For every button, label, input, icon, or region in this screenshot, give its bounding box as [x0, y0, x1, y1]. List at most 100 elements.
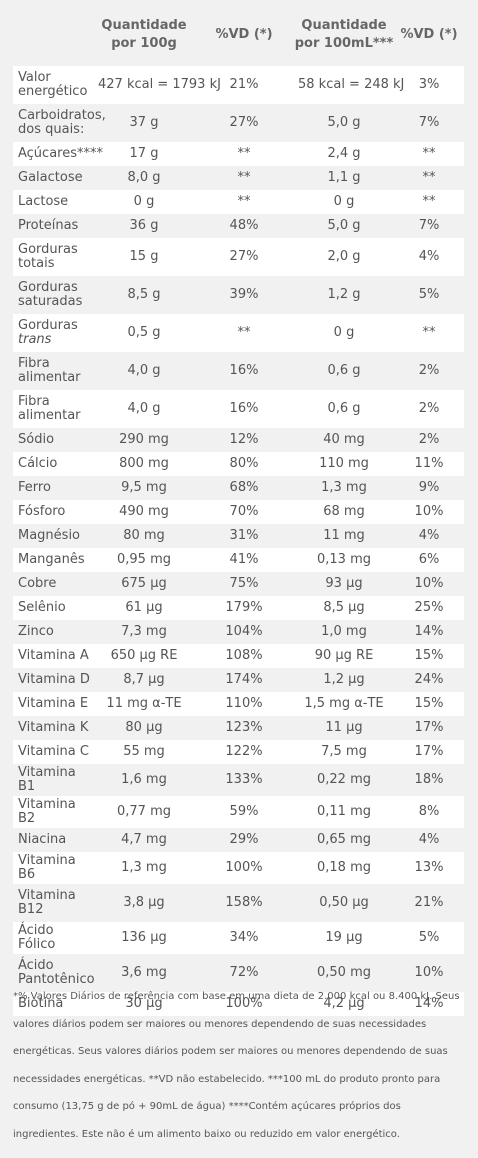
- qty-100ml-cell: 1,5 mg α-TE: [294, 692, 394, 716]
- qty-100g-cell: 30 µg: [94, 992, 194, 1016]
- vd-100g-cell: 70%: [194, 500, 294, 524]
- vd-100g-cell: 39%: [194, 276, 294, 314]
- table-row: Gorduras trans 0,5 g ** 0 g **: [13, 314, 464, 352]
- qty-100g-cell: 3,8 µg: [94, 884, 194, 922]
- table-row: Proteínas 36 g 48% 5,0 g 7%: [13, 214, 464, 238]
- vd-100ml-cell: 17%: [394, 716, 464, 740]
- vd-100g-cell: 174%: [194, 668, 294, 692]
- vd-100g-cell: **: [194, 166, 294, 190]
- table-row: Vitamina K 80 µg 123% 11 µg 17%: [13, 716, 464, 740]
- qty-100g-cell: 800 mg: [94, 452, 194, 476]
- table-header-row: Quantidade por 100g %VD (*) Quantidade p…: [13, 4, 464, 66]
- qty-100ml-cell: 1,1 g: [294, 166, 394, 190]
- vd-100ml-cell: 17%: [394, 740, 464, 764]
- vd-100ml-cell: 3%: [394, 66, 464, 104]
- vd-100ml-cell: 4%: [394, 238, 464, 276]
- vd-100ml-cell: 13%: [394, 852, 464, 884]
- table-row: Vitamina D 8,7 µg 174% 1,2 µg 24%: [13, 668, 464, 692]
- nutrient-name-cell: Vitamina C: [13, 740, 94, 764]
- vd-100ml-cell: 7%: [394, 104, 464, 142]
- table-row: Niacina 4,7 mg 29% 0,65 mg 4%: [13, 828, 464, 852]
- table-row: Manganês 0,95 mg 41% 0,13 mg 6%: [13, 548, 464, 572]
- qty-100ml-cell: 0,13 mg: [294, 548, 394, 572]
- nutrient-name: Sódio: [18, 432, 55, 447]
- table-row: Ácido Fólico 136 µg 34% 19 µg 5%: [13, 922, 464, 954]
- nutrient-name: Vitamina E: [18, 696, 89, 711]
- table-row: Fibra alimentar 4,0 g 16% 0,6 g 2%: [13, 352, 464, 390]
- table-row: Galactose 8,0 g ** 1,1 g **: [13, 166, 464, 190]
- qty-100g-cell: 4,7 mg: [94, 828, 194, 852]
- qty-100ml-cell: 11 mg: [294, 524, 394, 548]
- nutrient-name-cell: Ácido Pantotênico: [13, 954, 95, 992]
- qty-100g-cell: 427 kcal = 1793 kJ: [94, 66, 221, 104]
- nutrient-name-cell: Galactose: [13, 166, 94, 190]
- table-row: Vitamina B12 3,8 µg 158% 0,50 µg 21%: [13, 884, 464, 922]
- qty-100g-cell: 17 g: [94, 142, 194, 166]
- qty-100ml-cell: 5,0 g: [294, 214, 394, 238]
- nutrient-name: Zinco: [18, 624, 54, 639]
- vd-100ml-cell: 4%: [394, 828, 464, 852]
- qty-100ml-cell: 58 kcal = 248 kJ: [294, 66, 404, 104]
- vd-100g-cell: 48%: [194, 214, 294, 238]
- qty-100ml-cell: 5,0 g: [294, 104, 394, 142]
- table-row: Fibra alimentar 4,0 g 16% 0,6 g 2%: [13, 390, 464, 428]
- vd-100g-cell: 16%: [194, 390, 294, 428]
- nutrient-name: Galactose: [18, 170, 83, 185]
- header-vd-100ml: %VD (*): [394, 4, 464, 66]
- qty-100g-cell: 36 g: [94, 214, 194, 238]
- nutrient-name: Gorduras saturadas: [18, 280, 83, 309]
- qty-100g-cell: 4,0 g: [94, 352, 194, 390]
- nutrient-name-cell: Vitamina B1: [13, 764, 94, 796]
- vd-100g-cell: **: [194, 142, 294, 166]
- qty-100ml-cell: 1,2 g: [294, 276, 394, 314]
- nutrient-name-cell: Manganês: [13, 548, 94, 572]
- vd-100g-cell: 68%: [194, 476, 294, 500]
- nutrient-name-cell: Fósforo: [13, 500, 94, 524]
- qty-100g-cell: 9,5 mg: [94, 476, 194, 500]
- vd-100g-cell: 29%: [194, 828, 294, 852]
- nutrient-name-italic: trans: [18, 332, 52, 347]
- vd-100ml-cell: 9%: [394, 476, 464, 500]
- nutrient-name-cell: Cobre: [13, 572, 94, 596]
- nutrient-name-cell: Valor energético: [13, 66, 94, 104]
- vd-100ml-cell: 14%: [394, 620, 464, 644]
- qty-100ml-cell: 0,22 mg: [294, 764, 394, 796]
- nutrient-name: Lactose: [18, 194, 69, 209]
- vd-100g-cell: 100%: [194, 852, 294, 884]
- qty-100g-cell: 37 g: [94, 104, 194, 142]
- nutrient-name: Carboidratos, dos quais:: [18, 108, 106, 137]
- table-row: Açúcares**** 17 g ** 2,4 g **: [13, 142, 464, 166]
- nutrient-name: Niacina: [18, 832, 67, 847]
- nutrient-name: Fibra alimentar: [18, 356, 81, 385]
- qty-100ml-cell: 0,65 mg: [294, 828, 394, 852]
- nutrient-name: Manganês: [18, 552, 85, 567]
- nutrient-name: Proteínas: [18, 218, 79, 233]
- vd-100g-cell: 31%: [194, 524, 294, 548]
- qty-100g-cell: 650 µg RE: [94, 644, 194, 668]
- vd-100ml-cell: 25%: [394, 596, 464, 620]
- nutrient-name: Vitamina B1: [18, 765, 76, 794]
- nutrient-name: Magnésio: [18, 528, 81, 543]
- vd-100ml-cell: 4%: [394, 524, 464, 548]
- vd-100g-cell: 21%: [194, 66, 294, 104]
- nutrient-name: Valor energético: [18, 70, 88, 99]
- qty-100ml-cell: 0,6 g: [294, 352, 394, 390]
- vd-100ml-cell: 11%: [394, 452, 464, 476]
- vd-100ml-cell: 21%: [394, 884, 464, 922]
- header-qty-100g: Quantidade por 100g: [94, 4, 194, 66]
- table-body: Valor energético 427 kcal = 1793 kJ 21% 58 …: [13, 66, 464, 1016]
- vd-100ml-cell: **: [394, 314, 464, 352]
- qty-100g-cell: 490 mg: [94, 500, 194, 524]
- table-row: Cálcio 800 mg 80% 110 mg 11%: [13, 452, 464, 476]
- table-row: Selênio 61 µg 179% 8,5 µg 25%: [13, 596, 464, 620]
- nutrient-name: Ácido Pantotênico: [18, 958, 95, 987]
- qty-100ml-cell: 0,6 g: [294, 390, 394, 428]
- qty-100ml-cell: 0 g: [294, 314, 394, 352]
- vd-100g-cell: 27%: [194, 104, 294, 142]
- vd-100ml-cell: 2%: [394, 352, 464, 390]
- nutrient-name: Fibra alimentar: [18, 394, 81, 423]
- vd-100ml-cell: 2%: [394, 390, 464, 428]
- qty-100g-cell: 3,6 mg: [94, 954, 194, 992]
- nutrient-name-cell: Fibra alimentar: [13, 390, 94, 428]
